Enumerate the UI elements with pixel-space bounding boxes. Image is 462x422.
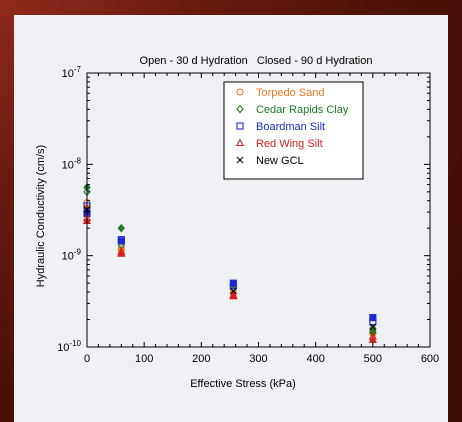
legend-label-red-wing-silt: Red Wing Silt — [256, 138, 323, 150]
y-tick-label: 10-10 — [57, 339, 81, 354]
x-tick-label: 0 — [84, 353, 90, 365]
x-tick-label: 200 — [192, 353, 210, 365]
y-tick-exponent: -10 — [69, 339, 81, 348]
data-point-cedar-rapids-clay-closed — [117, 223, 126, 233]
legend-marker-boardman-silt — [236, 122, 244, 130]
y-tick-label: 10-9 — [62, 248, 82, 263]
legend-label-cedar-rapids-clay: Cedar Rapids Clay — [256, 104, 349, 116]
x-axis-label: Effective Stress (kPa) — [190, 378, 296, 390]
y-tick-base: 10 — [57, 342, 69, 354]
y-tick-exponent: -7 — [74, 65, 82, 74]
y-tick-label: 10-8 — [62, 156, 82, 171]
legend-label-new-gcl: New GCL — [256, 155, 304, 167]
y-tick-exponent: -8 — [74, 156, 82, 165]
legend-label-torpedo-sand: Torpedo Sand — [256, 87, 325, 99]
legend-marker-cedar-rapids-clay — [236, 104, 244, 114]
data-point-boardman-silt-closed — [369, 314, 377, 322]
legend: Torpedo Sand Cedar Rapids Clay Boardman Si… — [223, 81, 364, 180]
y-axis-label: Hydraulic Conductivity (cm/s) — [35, 145, 47, 287]
x-tick-label: 500 — [364, 353, 382, 365]
x-tick-label: 300 — [249, 353, 267, 365]
x-tick-label: 600 — [421, 353, 439, 365]
y-tick-label: 10-7 — [62, 65, 82, 80]
data-point-boardman-silt-closed — [117, 237, 125, 245]
y-tick-base: 10 — [62, 68, 74, 80]
data-point-red-wing-silt-closed — [117, 249, 126, 257]
y-tick-exponent: -9 — [74, 248, 82, 257]
y-tick-base: 10 — [62, 251, 74, 263]
y-tick-base: 10 — [62, 159, 74, 171]
legend-marker-torpedo-sand — [236, 88, 244, 96]
legend-marker-red-wing-silt — [235, 138, 245, 147]
data-point-red-wing-silt-closed — [229, 291, 238, 300]
slide-panel: Open - 30 d Hydration Closed - 90 d Hydr… — [14, 15, 448, 422]
data-point-new-gcl-open — [369, 323, 377, 331]
chart-title: Open - 30 d Hydration Closed - 90 d Hydr… — [140, 55, 373, 67]
legend-marker-new-gcl — [236, 156, 244, 164]
x-tick-label: 100 — [135, 353, 153, 365]
legend-box — [223, 81, 364, 180]
data-point-new-gcl-open — [229, 287, 237, 295]
chart: Open - 30 d Hydration Closed - 90 d Hydr… — [35, 55, 439, 390]
legend-label-boardman-silt: Boardman Silt — [256, 121, 325, 133]
data-point-boardman-silt-closed — [229, 279, 237, 287]
x-tick-label: 400 — [306, 353, 324, 365]
